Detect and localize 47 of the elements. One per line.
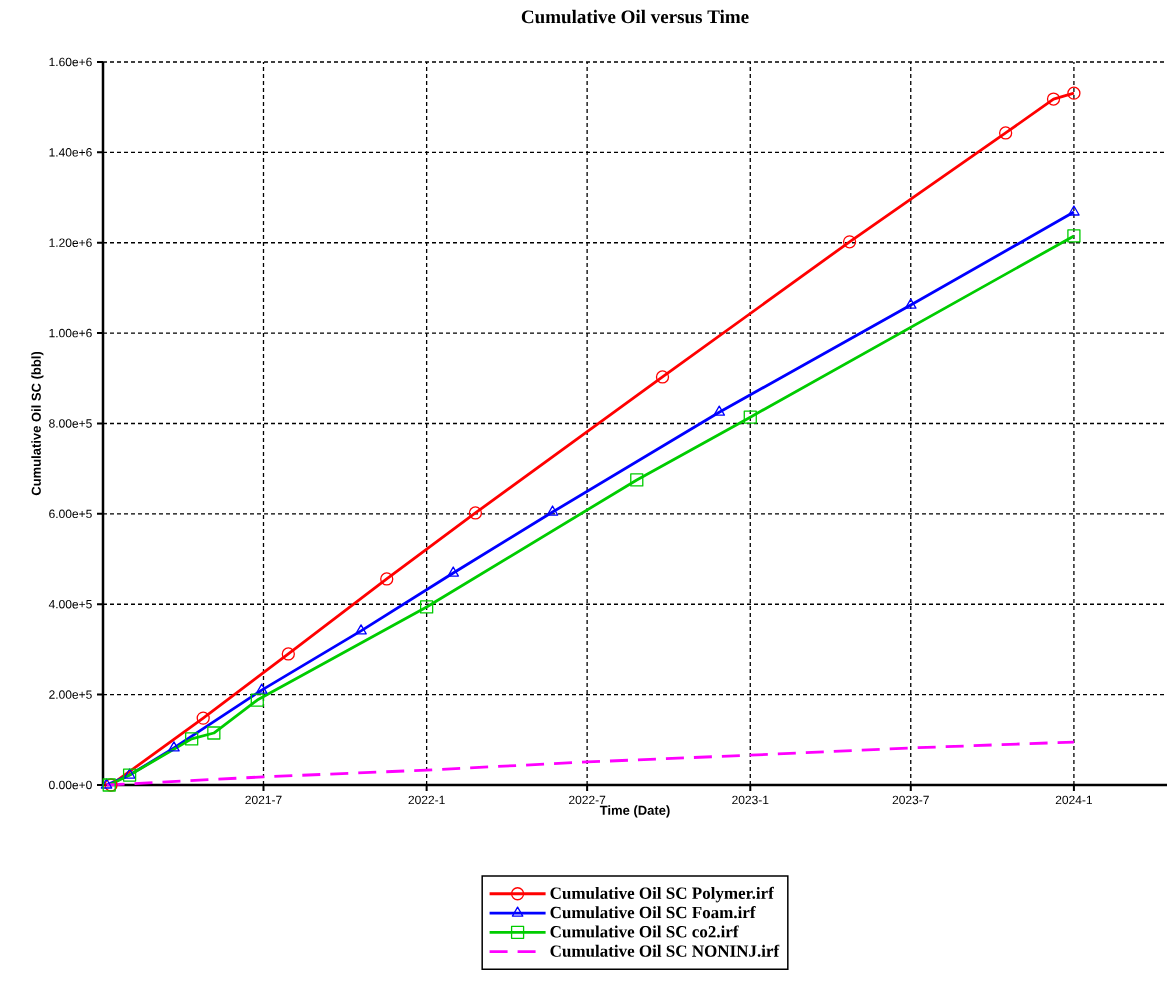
point: [468, 506, 483, 520]
x-tick-label: 2021-7: [245, 795, 282, 805]
legend-label: Cumulative Oil SC Foam.irf: [550, 906, 756, 919]
point: [168, 741, 180, 752]
y-tick-label: 2.00e+5: [49, 690, 92, 699]
point: [1067, 86, 1081, 100]
point: [196, 711, 210, 725]
y-tick-label: 6.00e+5: [49, 509, 92, 519]
y-tick-label: 0.00e+0: [49, 780, 92, 790]
y-tick-label: 1.60e+6: [49, 57, 92, 67]
legend-label: Cumulative Oil SC co2.irf: [550, 925, 739, 938]
point: [380, 572, 394, 586]
point: [447, 566, 460, 577]
x-tick-label: 2023-7: [892, 795, 929, 805]
point: [1067, 229, 1081, 243]
point: [904, 298, 917, 309]
point: [185, 732, 199, 746]
point: [713, 405, 726, 416]
point: [355, 624, 367, 635]
point: [1046, 92, 1061, 106]
point: [743, 410, 757, 424]
x-axis-title: Time (Date): [599, 805, 670, 818]
y-tick-label: 1.00e+6: [49, 328, 92, 338]
point: [998, 126, 1013, 140]
chart-title: Cumulative Oil versus Time: [521, 9, 749, 24]
point: [546, 505, 559, 516]
x-tick-label: 2022-7: [569, 795, 606, 805]
point: [281, 647, 295, 661]
x-tick-label: 2024-1: [1055, 795, 1092, 805]
y-tick-label: 1.20e+6: [49, 238, 92, 247]
y-tick-label: 4.00e+5: [48, 599, 92, 609]
legend-label: Cumulative Oil SC Polymer.irf: [550, 886, 774, 903]
point: [207, 726, 221, 740]
legend-label: Cumulative Oil SC NONINJ.irf: [550, 944, 780, 957]
y-tick-label: 1.40e+6: [49, 148, 92, 157]
x-tick-label: 2022-1: [408, 795, 445, 805]
point: [255, 683, 268, 694]
y-tick-label: 8.00e+5: [49, 419, 92, 428]
point: [842, 235, 857, 249]
point: [1068, 205, 1080, 216]
x-tick-label: 2023-1: [732, 795, 769, 805]
point: [250, 693, 264, 707]
point: [419, 600, 434, 614]
line-series: [105, 740, 1076, 787]
y-axis-title: Cumulative Oil SC (bbl): [31, 351, 44, 496]
point: [655, 370, 670, 384]
point: [630, 473, 644, 487]
